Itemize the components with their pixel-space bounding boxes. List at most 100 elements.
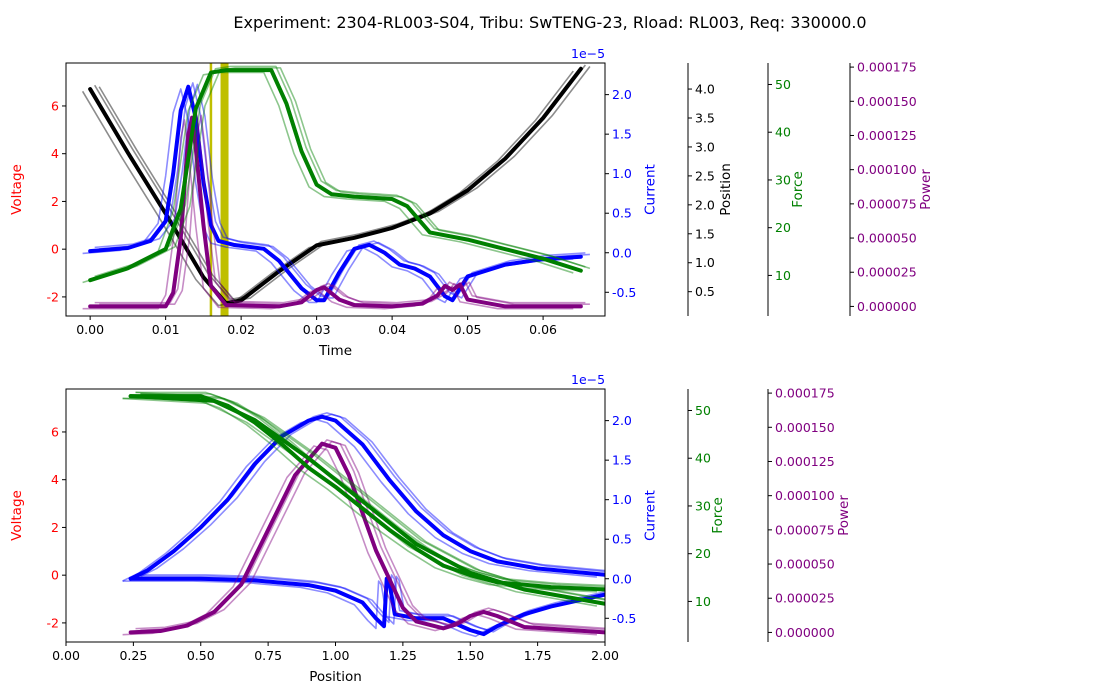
y-tick-label: 0.000025 [775, 591, 835, 606]
series-trace-force [122, 397, 597, 593]
x-tick-label: 0.06 [529, 322, 557, 337]
y-tick-label: 2 [51, 520, 59, 535]
y-tick-label: 0.5 [695, 284, 715, 299]
series-line-power [128, 441, 605, 635]
x-tick-label: 2.00 [591, 648, 619, 663]
y-tick-label: -0.5 [612, 285, 636, 300]
x-axis-label: Position [309, 669, 362, 685]
series-trace-force [82, 71, 574, 284]
force-axis: 10 20 30 40 50 Force [767, 63, 806, 316]
x-tick-label: 0.01 [152, 322, 180, 337]
y-tick-label: 2 [51, 194, 59, 209]
y-tick-label: 1.0 [612, 492, 632, 507]
y-tick-label: 0.000000 [775, 625, 835, 640]
x-tick-label: 1.75 [524, 648, 552, 663]
y-tick-label: 2.5 [695, 168, 715, 183]
voltage-axis: -2 0 2 4 6 Voltage [9, 424, 66, 630]
y-tick-label: 1.0 [695, 255, 715, 270]
y-tick-label: 0.000100 [775, 488, 835, 503]
y-tick-label: -2 [47, 289, 59, 304]
y-tick-label: 1.5 [695, 226, 715, 241]
y-tick-label: 0.000100 [857, 162, 917, 177]
force-axis-label: Force [790, 171, 806, 208]
series-trace-force [135, 391, 605, 600]
y-tick-label: 30 [775, 172, 791, 187]
position-axis-label: Position [718, 163, 734, 216]
position-axis: 0.5 1.0 1.5 2.0 2.5 3.0 3.5 4.0 Position [687, 63, 734, 316]
power-axis-label: Power [918, 169, 934, 210]
current-axis: -0.5 0.0 0.5 1.0 1.5 2.0 Current 1e−5 [571, 46, 658, 300]
y-tick-label: 0.000150 [857, 94, 917, 109]
x-tick-label: 0.04 [378, 322, 406, 337]
y-tick-label: 2.0 [695, 197, 715, 212]
x-tick-label: 0.03 [303, 322, 331, 337]
x-axis-label: Time [318, 343, 352, 359]
x-tick-label: 1.00 [322, 648, 350, 663]
x-tick-label: 0.00 [52, 648, 80, 663]
y-tick-label: -0.5 [612, 611, 636, 626]
series-trace-current [140, 575, 605, 633]
current-axis: -0.5 0.0 0.5 1.0 1.5 2.0 Current 1e−5 [571, 372, 658, 626]
series-trace-force [140, 393, 605, 601]
series-trace-force [94, 65, 586, 278]
y-tick-label: 6 [51, 424, 59, 439]
y-tick-label: 1.5 [612, 127, 632, 142]
x-tick-label: 1.25 [389, 648, 417, 663]
voltage-axis: -2 0 2 4 6 Voltage [9, 98, 66, 304]
series-trace-current [135, 412, 605, 576]
y-tick-label: 4.0 [695, 82, 715, 97]
top-panel: 0.00 0.01 0.02 0.03 0.04 0.05 0.06 Time -2 0 2 4 6 Vo… [9, 46, 934, 359]
series-line-force [128, 394, 605, 592]
y-tick-label: 0 [51, 568, 59, 583]
power-axis-label: Power [836, 495, 852, 536]
power-axis: 0.000000 0.000025 0.000050 0.000075 0.000100… [849, 60, 934, 316]
bottom-plot-area [122, 391, 605, 638]
y-tick-label: 0.000025 [857, 265, 917, 280]
y-tick-label: 0.000150 [775, 420, 835, 435]
y-tick-label: 10 [695, 594, 711, 609]
current-axis-label: Current [642, 490, 658, 541]
y-tick-label: 3.5 [695, 111, 715, 126]
series-trace-force [98, 67, 591, 279]
axis-offset-text: 1e−5 [571, 46, 605, 61]
top-axes-frame [65, 62, 606, 317]
y-tick-label: 0.000175 [857, 60, 917, 75]
series-trace-current [122, 418, 597, 582]
y-tick-label: 1.5 [612, 453, 632, 468]
y-tick-label: 6 [51, 98, 59, 113]
axis-offset-text: 1e−5 [571, 372, 605, 387]
current-axis-label: Current [642, 164, 658, 215]
y-tick-label: 20 [775, 220, 791, 235]
y-tick-label: -2 [47, 615, 59, 630]
y-tick-label: 0.000075 [857, 196, 917, 211]
x-tick-label: 0.75 [254, 648, 282, 663]
y-tick-label: 0.000075 [775, 522, 835, 537]
y-tick-label: 0.000125 [775, 454, 835, 469]
top-plot-area [81, 63, 591, 316]
y-tick-label: 0.5 [612, 206, 632, 221]
series-line-position [88, 66, 583, 306]
y-tick-label: 0.0 [612, 245, 632, 260]
series-trace-force [122, 397, 598, 607]
y-tick-label: 2.0 [612, 413, 632, 428]
series-trace-current [122, 580, 598, 638]
series-trace-current [140, 413, 605, 578]
power-axis: 0.000000 0.000025 0.000050 0.000075 0.000100… [767, 386, 852, 642]
y-tick-label: 20 [695, 546, 711, 561]
series-trace-force [135, 391, 605, 587]
x-tick-label: 1.50 [456, 648, 484, 663]
y-tick-label: 0.000000 [857, 299, 917, 314]
bottom-panel: 0.00 0.25 0.50 0.75 1.00 1.25 1.50 1.75 2.00Posi… [9, 372, 852, 685]
y-tick-label: 0.0 [612, 571, 632, 586]
series-line-power [88, 115, 583, 309]
y-tick-label: 0.5 [612, 532, 632, 547]
y-tick-label: 1.0 [612, 166, 632, 181]
series-line-current [128, 414, 605, 581]
series-line-force [88, 68, 583, 283]
force-axis-label: Force [710, 497, 726, 534]
y-tick-label: 0.000125 [857, 128, 917, 143]
force-axis: 10 20 30 40 50 Force [687, 389, 726, 642]
y-tick-label: 2.0 [612, 87, 632, 102]
bottom-axes-frame [65, 388, 606, 643]
